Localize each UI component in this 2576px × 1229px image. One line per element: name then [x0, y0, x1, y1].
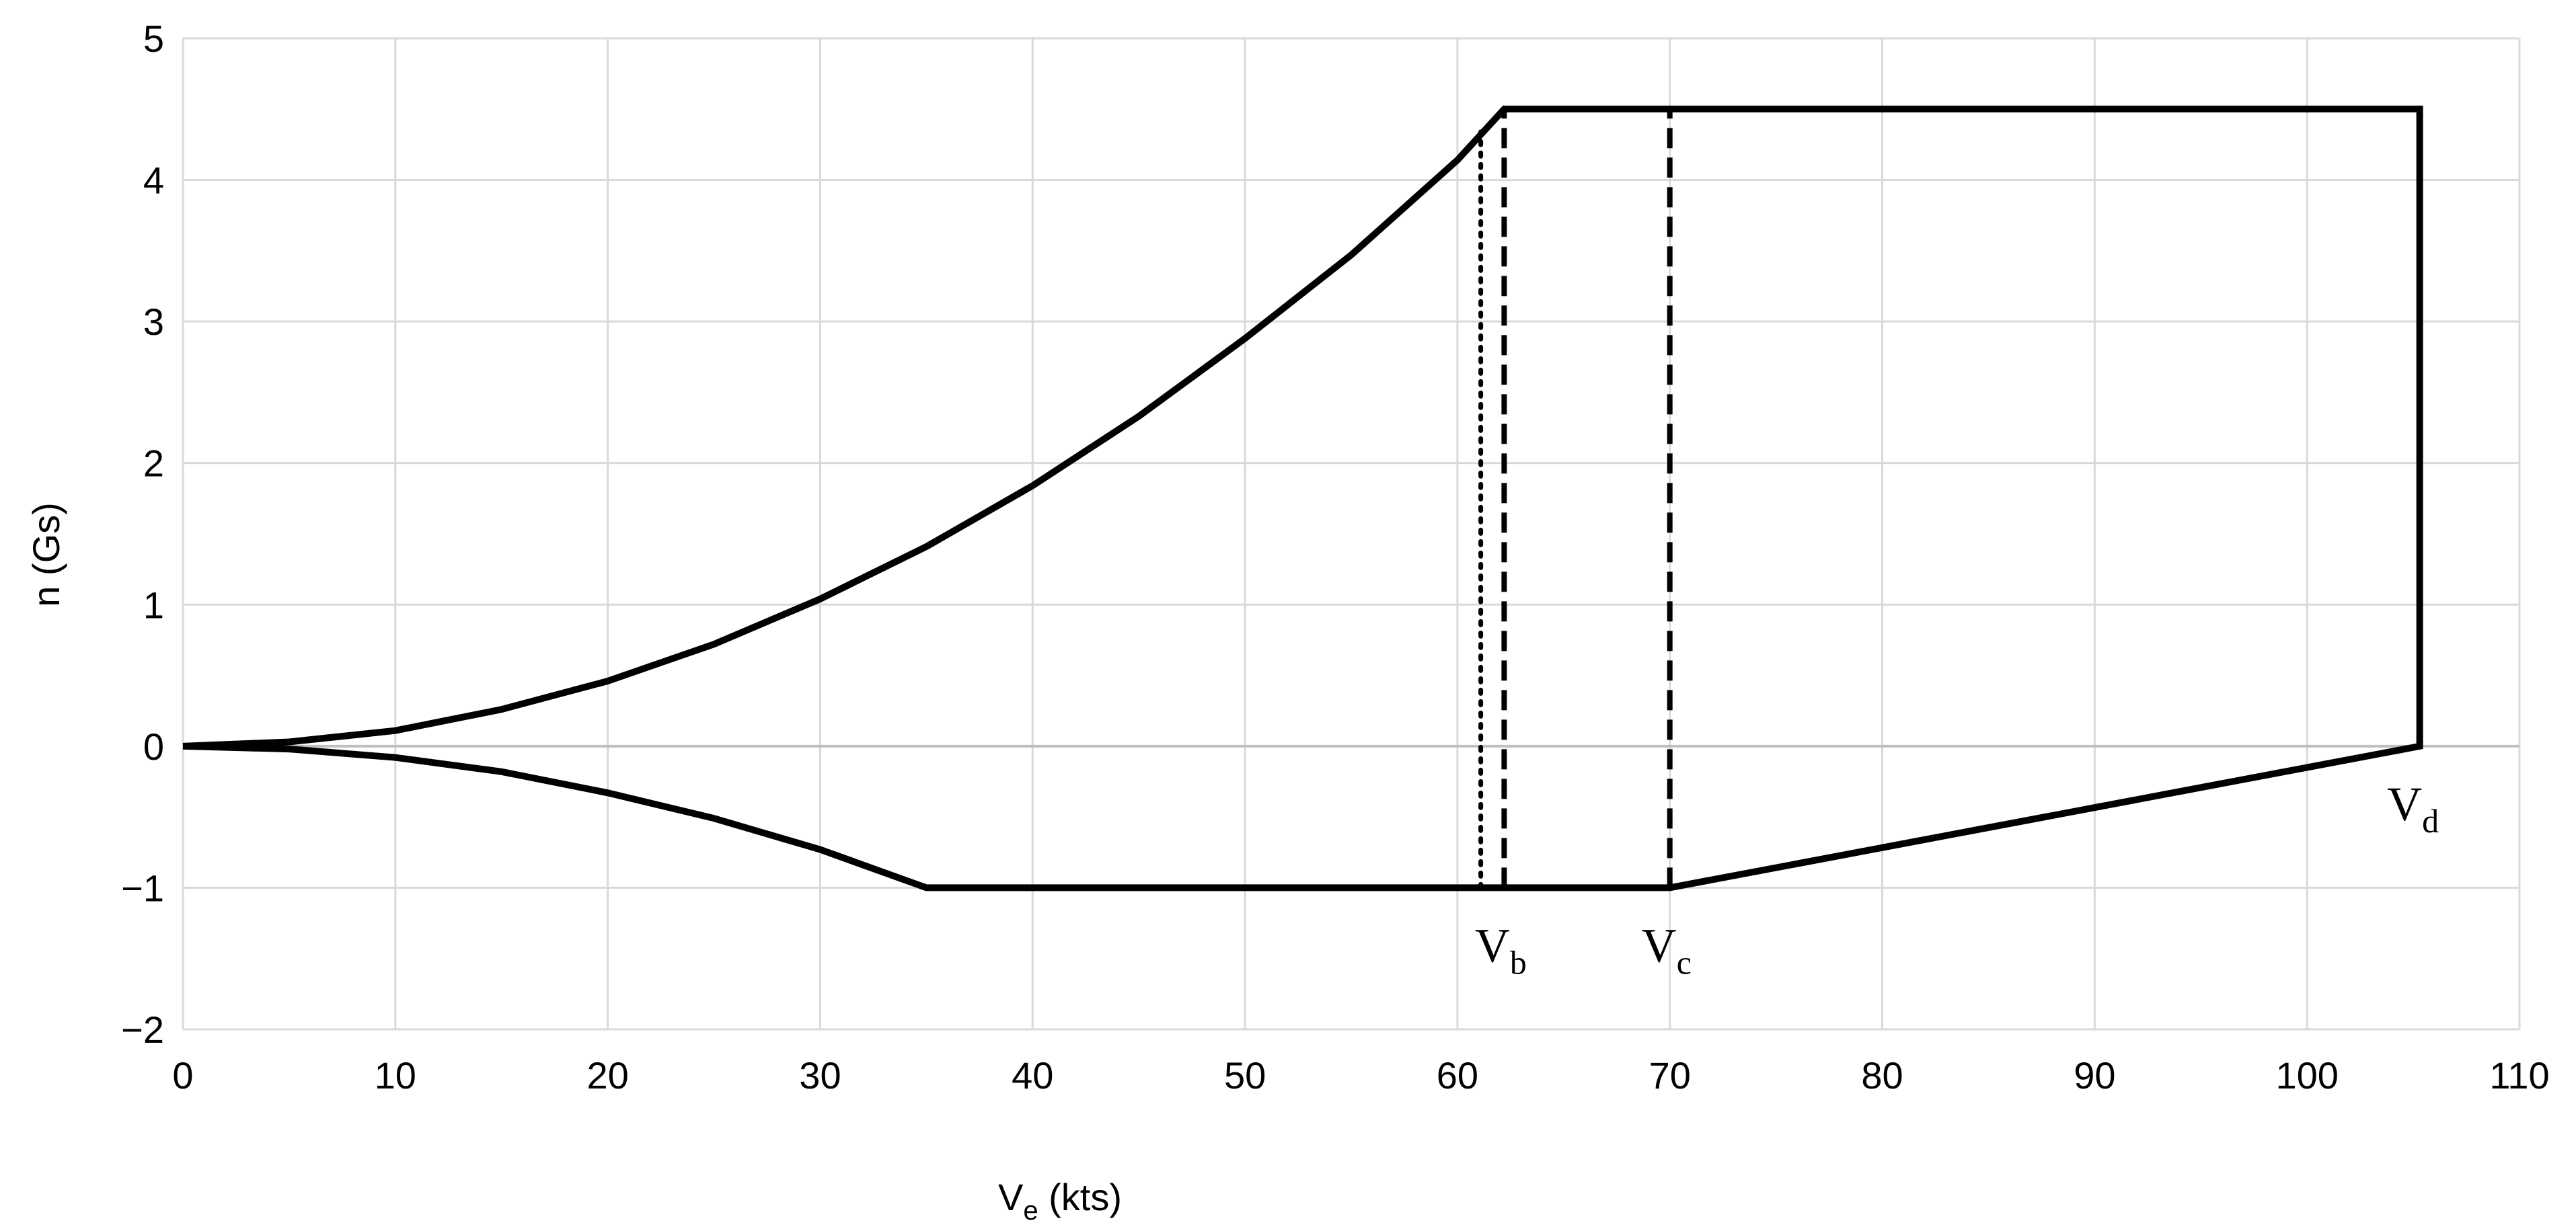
speed-label-vb: Vb [1475, 918, 1527, 981]
speed-label-subscript: c [1677, 943, 1692, 981]
x-axis-title-unit: (kts) [1038, 1176, 1122, 1218]
speed-label-subscript: d [2422, 802, 2439, 840]
y-tick-label: 4 [143, 159, 164, 202]
x-tick-label: 40 [1012, 1054, 1053, 1097]
x-axis-title-subscript: e [1023, 1196, 1038, 1226]
x-tick-label: 80 [1861, 1054, 1903, 1097]
flight-envelope-line [182, 106, 2423, 891]
x-tick-label: 0 [172, 1054, 193, 1097]
x-tick-label: 20 [586, 1054, 628, 1097]
y-tick-label: 5 [143, 17, 164, 60]
x-axis-title: Ve (kts) [998, 1176, 1122, 1226]
x-tick-label: 90 [2074, 1054, 2115, 1097]
y-tick-label: −2 [121, 1008, 164, 1051]
speed-label-main: V [2387, 777, 2422, 831]
y-axis-title: n (Gs) [25, 502, 67, 607]
x-tick-label: 10 [375, 1054, 416, 1097]
gridlines [182, 37, 2521, 1031]
speed-label-vc: Vc [1642, 918, 1692, 981]
x-tick-label: 100 [2275, 1054, 2338, 1097]
y-tick-label: 3 [143, 301, 164, 343]
y-tick-label: −1 [121, 867, 164, 909]
x-tick-label: 110 [2489, 1054, 2549, 1097]
speed-label-subscript: b [1510, 943, 1527, 981]
x-tick-label: 50 [1224, 1054, 1266, 1097]
speed-label-main: V [1475, 918, 1510, 972]
x-tick-label: 70 [1649, 1054, 1691, 1097]
y-tick-label: 0 [143, 725, 164, 768]
x-tick-label: 60 [1437, 1054, 1478, 1097]
x-axis-title-main: V [998, 1176, 1024, 1218]
speed-label-main: V [1642, 918, 1677, 972]
tick-labels: 0 10 20 30 40 50 60 70 80 90 100 110 −2 −1 0 1 2 3 4 5 [121, 17, 2550, 1097]
speed-label-vd: Vd [2387, 777, 2439, 840]
x-tick-label: 30 [799, 1054, 841, 1097]
y-tick-label: 2 [143, 442, 164, 485]
plot-series [182, 106, 2423, 891]
y-tick-label: 1 [143, 584, 164, 626]
